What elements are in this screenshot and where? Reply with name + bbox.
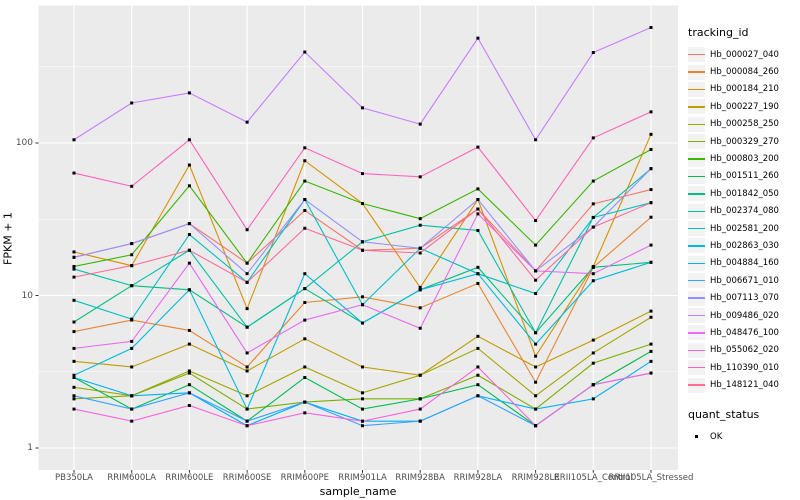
legend-key-swatch: [688, 377, 705, 393]
legend-key-swatch: [688, 290, 705, 306]
legend-item-label: Hb_004884_160: [710, 258, 779, 269]
legend-item: Hb_001511_260: [688, 168, 800, 185]
legend-item-label: Hb_006671_010: [710, 275, 779, 286]
legend-item: Hb_000184_210: [688, 81, 800, 98]
legend-key-swatch: [688, 99, 705, 115]
legend-item-label: Hb_002374_080: [710, 206, 779, 217]
legend-line-icon: [688, 280, 705, 282]
legend-line-icon: [688, 262, 705, 265]
legend-key-swatch: [688, 186, 705, 202]
legend-line-icon: [688, 158, 705, 160]
legend-line-icon: [688, 384, 705, 386]
black-square-marker-icon: [694, 434, 699, 439]
legend-item-label: Hb_000227_190: [710, 101, 779, 112]
legend-key-swatch: [688, 221, 705, 237]
legend-key-swatch: [688, 134, 705, 150]
legend-key-swatch: [688, 168, 705, 184]
legend-line-icon: [688, 210, 705, 212]
legend-key-swatch: [688, 273, 705, 289]
legend-item-label: Hb_055062_020: [710, 345, 779, 356]
legend-item: Hb_001842_050: [688, 185, 800, 202]
legend-key-swatch: [688, 255, 705, 271]
legend-item: Hb_000258_250: [688, 116, 800, 133]
legend-line-icon: [688, 140, 705, 143]
legend-line-icon: [688, 297, 705, 299]
x-axis-title: sample_name: [319, 485, 397, 498]
legend-item: Hb_048476_100: [688, 324, 800, 341]
legend-item: Hb_002863_030: [688, 237, 800, 254]
legend-key-swatch: [688, 342, 705, 358]
legend-item: Hb_000084_260: [688, 63, 800, 80]
legend-line-icon: [688, 332, 705, 334]
legend-item-label: Hb_000258_250: [710, 119, 779, 130]
legend-item: Hb_004884_160: [688, 255, 800, 272]
legend-line-icon: [688, 245, 705, 247]
legend-key-swatch: [688, 64, 705, 80]
legend-line-icon: [688, 106, 705, 108]
legend-item-label: Hb_001511_260: [710, 171, 779, 182]
legend-item: Hb_148121_040: [688, 376, 800, 393]
legend-item: Hb_009486_020: [688, 307, 800, 324]
legend-item-label: Hb_000027_040: [710, 49, 779, 60]
legend-item-label: Hb_000084_260: [710, 67, 779, 78]
legend-key-swatch: [688, 116, 705, 132]
legend-quant-status: quant_status OK: [688, 408, 800, 445]
legend-item-label: Hb_007113_070: [710, 293, 779, 304]
legend-title-tracking-id: tracking_id: [688, 26, 749, 39]
legend-item-label: Hb_000329_270: [710, 136, 779, 147]
legend-item: Hb_000803_200: [688, 150, 800, 167]
y-axis-title: FPKM + 1: [1, 212, 15, 265]
legend-line-icon: [688, 175, 705, 178]
legend-line-icon: [688, 193, 705, 195]
legend-key-swatch: [688, 203, 705, 219]
legend-item-label: Hb_009486_020: [710, 310, 779, 321]
legend-line-icon: [688, 71, 705, 73]
legend-item: Hb_000227_190: [688, 98, 800, 115]
legend-item-label: Hb_148121_040: [710, 380, 779, 391]
legend-key-swatch: [688, 360, 705, 376]
legend-line-icon: [688, 367, 705, 369]
legend-item: Hb_007113_070: [688, 289, 800, 306]
quant-ok-key: [688, 429, 705, 444]
legend-key-swatch: [688, 238, 705, 254]
legend-line-icon: [688, 88, 705, 91]
legend-item: Hb_110390_010: [688, 359, 800, 376]
legend-line-icon: [688, 54, 705, 56]
legend-item: Hb_000027_040: [688, 46, 800, 63]
legend-title-quant-status: quant_status: [688, 407, 760, 421]
legend-item-label: Hb_002581_200: [710, 223, 779, 234]
legend-item-label: Hb_002863_030: [710, 240, 779, 251]
legend-item: Hb_006671_010: [688, 272, 800, 289]
legend-items: Hb_000027_040 Hb_000084_260 Hb_000184_210 H…: [688, 46, 800, 394]
legend-item: Hb_002581_200: [688, 220, 800, 237]
legend-item-quant-ok: OK: [688, 428, 800, 445]
legend-item: Hb_055062_020: [688, 342, 800, 359]
legend-key-swatch: [688, 151, 705, 167]
legend-item-label: Hb_110390_010: [710, 362, 779, 373]
legend-item-label: Hb_001842_050: [710, 188, 779, 199]
legend-line-icon: [688, 349, 705, 352]
legend-key-swatch: [688, 47, 705, 63]
legend-line-icon: [688, 314, 705, 317]
legend-item-label: Hb_048476_100: [710, 327, 779, 338]
legend-item-label: Hb_000803_200: [710, 154, 779, 165]
legend-key-swatch: [688, 81, 705, 97]
legend-item-label: Hb_000184_210: [710, 84, 779, 95]
legend: tracking_id Hb_000027_040 Hb_000084_260 Hb…: [688, 26, 800, 445]
legend-line-icon: [688, 123, 705, 125]
legend-line-icon: [688, 227, 705, 230]
legend-item-label: OK: [710, 431, 723, 442]
legend-item: Hb_000329_270: [688, 133, 800, 150]
legend-item: Hb_002374_080: [688, 203, 800, 220]
legend-key-swatch: [688, 325, 705, 341]
legend-key-swatch: [688, 308, 705, 324]
